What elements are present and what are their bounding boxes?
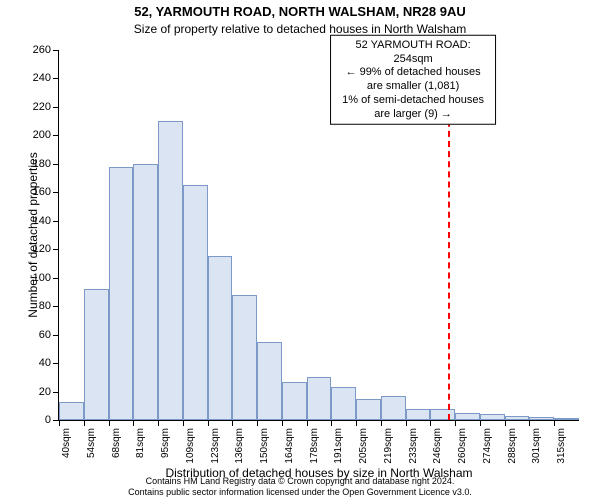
x-tick-label: 81sqm xyxy=(135,428,146,458)
histogram-bar xyxy=(356,399,381,420)
x-tick-label: 233sqm xyxy=(408,428,419,464)
y-tick-label: 80 xyxy=(39,300,59,312)
x-tick xyxy=(109,420,110,426)
histogram-bar xyxy=(529,417,554,420)
histogram-bar xyxy=(257,342,282,420)
x-tick xyxy=(84,420,85,426)
annotation-line: 52 YARMOUTH ROAD: 254sqm xyxy=(339,39,487,67)
x-tick xyxy=(406,420,407,426)
y-tick-label: 60 xyxy=(39,329,59,341)
x-tick xyxy=(158,420,159,426)
y-tick-label: 200 xyxy=(33,129,59,141)
x-tick-label: 246sqm xyxy=(432,428,443,464)
histogram-bar xyxy=(307,377,332,420)
y-tick-label: 180 xyxy=(33,158,59,170)
y-tick-label: 20 xyxy=(39,386,59,398)
x-tick-label: 40sqm xyxy=(61,428,72,458)
chart-title-sub: Size of property relative to detached ho… xyxy=(0,22,600,36)
x-tick xyxy=(307,420,308,426)
x-tick xyxy=(505,420,506,426)
x-tick-label: 95sqm xyxy=(160,428,171,458)
y-tick-label: 140 xyxy=(33,215,59,227)
x-tick xyxy=(208,420,209,426)
x-tick-label: 136sqm xyxy=(234,428,245,464)
histogram-bar xyxy=(505,416,530,420)
histogram-bar xyxy=(331,387,356,420)
footer-line-2: Contains public sector information licen… xyxy=(0,487,600,498)
chart-title-main: 52, YARMOUTH ROAD, NORTH WALSHAM, NR28 9… xyxy=(0,4,600,19)
y-tick-label: 220 xyxy=(33,101,59,113)
histogram-bar xyxy=(109,167,134,420)
x-tick xyxy=(554,420,555,426)
histogram-bar xyxy=(554,418,579,420)
x-tick xyxy=(282,420,283,426)
x-tick xyxy=(356,420,357,426)
histogram-bar xyxy=(430,409,455,420)
annotation-box: 52 YARMOUTH ROAD: 254sqm← 99% of detache… xyxy=(330,35,496,126)
x-tick xyxy=(480,420,481,426)
y-tick-label: 160 xyxy=(33,186,59,198)
histogram-bar xyxy=(381,396,406,420)
histogram-bar xyxy=(158,121,183,420)
x-tick xyxy=(430,420,431,426)
x-tick-label: 109sqm xyxy=(185,428,196,464)
chart-root: 52, YARMOUTH ROAD, NORTH WALSHAM, NR28 9… xyxy=(0,0,600,500)
x-tick xyxy=(59,420,60,426)
y-tick-label: 100 xyxy=(33,272,59,284)
histogram-bar xyxy=(183,185,208,420)
x-tick-label: 191sqm xyxy=(333,428,344,464)
x-tick xyxy=(133,420,134,426)
histogram-bar xyxy=(480,414,505,420)
x-tick xyxy=(455,420,456,426)
x-tick-label: 150sqm xyxy=(259,428,270,464)
footer-line-1: Contains HM Land Registry data © Crown c… xyxy=(0,476,600,487)
x-tick-label: 178sqm xyxy=(309,428,320,464)
x-tick-label: 123sqm xyxy=(210,428,221,464)
x-tick-label: 301sqm xyxy=(531,428,542,464)
x-tick-label: 54sqm xyxy=(86,428,97,458)
y-tick-label: 260 xyxy=(33,44,59,56)
histogram-bar xyxy=(133,164,158,420)
y-tick-label: 120 xyxy=(33,243,59,255)
histogram-bar xyxy=(406,409,431,420)
y-axis-label: Number of detached properties xyxy=(26,152,40,317)
x-tick-label: 274sqm xyxy=(482,428,493,464)
histogram-bar xyxy=(232,295,257,420)
plot-area: Number of detached properties Distributi… xyxy=(58,50,579,421)
histogram-bar xyxy=(84,289,109,420)
x-tick xyxy=(183,420,184,426)
annotation-line: 1% of semi-detached houses are larger (9… xyxy=(339,94,487,122)
x-tick xyxy=(232,420,233,426)
histogram-bar xyxy=(59,402,84,421)
annotation-line: ← 99% of detached houses are smaller (1,… xyxy=(339,66,487,94)
x-tick-label: 260sqm xyxy=(457,428,468,464)
y-tick-label: 240 xyxy=(33,72,59,84)
x-tick-label: 219sqm xyxy=(383,428,394,464)
x-tick xyxy=(331,420,332,426)
x-tick-label: 288sqm xyxy=(507,428,518,464)
x-tick xyxy=(529,420,530,426)
y-tick-label: 0 xyxy=(45,414,59,426)
x-tick xyxy=(257,420,258,426)
x-tick-label: 68sqm xyxy=(111,428,122,458)
x-tick-label: 205sqm xyxy=(358,428,369,464)
histogram-bar xyxy=(455,413,480,420)
histogram-bar xyxy=(208,256,233,420)
histogram-bar xyxy=(282,382,307,420)
y-tick-label: 40 xyxy=(39,357,59,369)
x-tick-label: 164sqm xyxy=(284,428,295,464)
footer-credits: Contains HM Land Registry data © Crown c… xyxy=(0,476,600,498)
x-tick-label: 315sqm xyxy=(556,428,567,464)
x-tick xyxy=(381,420,382,426)
